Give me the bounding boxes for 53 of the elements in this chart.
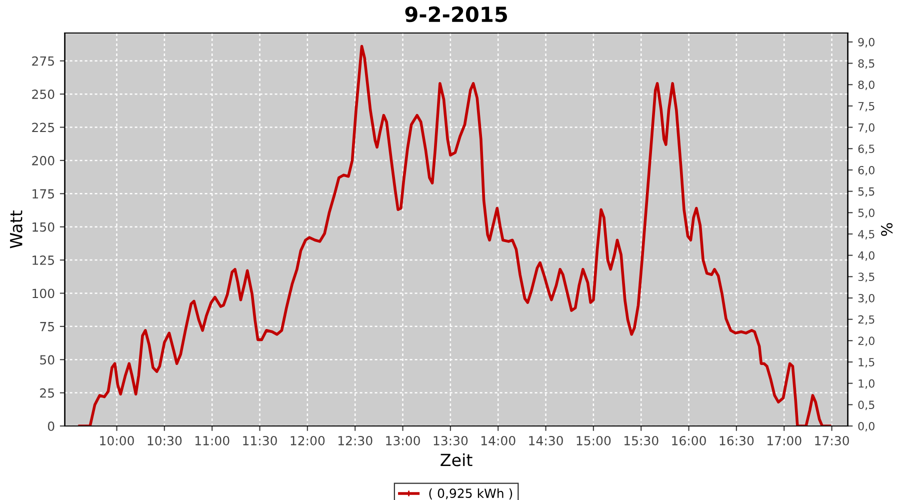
y-tick-label: 50 bbox=[40, 355, 54, 365]
y-tick-label: 275 bbox=[32, 56, 54, 66]
x-tick-label: 16:00 bbox=[672, 436, 706, 446]
x-tick-label: 12:30 bbox=[338, 436, 372, 446]
y-tick-label: 250 bbox=[32, 90, 54, 99]
y2-tick-label: 4,0 bbox=[858, 251, 874, 261]
y2-tick-label: 8,5 bbox=[858, 59, 874, 69]
legend-label: ( 0,925 kWh ) bbox=[429, 488, 512, 500]
x-tick-label: 11:00 bbox=[195, 436, 230, 446]
y2-tick-label: 5,5 bbox=[858, 187, 874, 197]
x-tick-label: 14:30 bbox=[529, 436, 563, 446]
y2-tick-label: 6,0 bbox=[858, 166, 874, 176]
y-tick-label: 25 bbox=[40, 388, 54, 398]
x-tick-label: 15:00 bbox=[576, 436, 611, 446]
x-tick-label: 17:30 bbox=[815, 436, 849, 446]
y2-tick-label: 4,5 bbox=[858, 230, 874, 240]
x-tick-label: 12:00 bbox=[290, 436, 325, 446]
y2-tick-label: 0,0 bbox=[858, 422, 874, 432]
y2-tick-label: 8,0 bbox=[858, 80, 874, 90]
line-series bbox=[78, 44, 832, 426]
y2-tick-label: 6,5 bbox=[858, 144, 874, 154]
y2-axis-title: % bbox=[881, 223, 893, 236]
y-tick-label: 0 bbox=[48, 421, 54, 431]
x-tick-label: 10:00 bbox=[100, 436, 134, 446]
y2-tick-label: 2,0 bbox=[858, 336, 874, 346]
x-tick-label: 13:00 bbox=[386, 436, 420, 446]
y-tick-label: 75 bbox=[40, 322, 54, 332]
y2-tick-label: 3,0 bbox=[858, 294, 874, 304]
x-tick-label: 17:00 bbox=[767, 436, 802, 446]
x-tick-label: 16:30 bbox=[720, 436, 754, 446]
y2-tick-label: 0,5 bbox=[858, 400, 874, 410]
y2-tick-label: 7,0 bbox=[858, 123, 874, 133]
y-tick-label: 225 bbox=[32, 122, 54, 132]
x-tick-label: 14:00 bbox=[481, 436, 516, 446]
y-axis-title: Watt bbox=[10, 210, 22, 248]
y2-tick-label: 2,5 bbox=[858, 315, 874, 325]
y2-tick-label: 5,0 bbox=[858, 208, 874, 218]
x-axis-title: Zeit bbox=[440, 453, 472, 466]
x-tick-label: 15:30 bbox=[624, 436, 658, 446]
y-tick-label: 175 bbox=[32, 189, 54, 199]
y2-tick-label: 9,0 bbox=[858, 38, 874, 48]
y2-tick-label: 7,5 bbox=[858, 102, 874, 112]
y2-tick-label: 3,5 bbox=[858, 272, 874, 282]
x-tick-label: 13:30 bbox=[434, 436, 468, 446]
x-tick-label: 11:30 bbox=[243, 436, 277, 446]
chart-title: 9-2-2015 bbox=[405, 6, 507, 22]
y-tick-label: 100 bbox=[32, 288, 54, 298]
x-tick-label: 10:30 bbox=[148, 436, 182, 446]
y-tick-label: 150 bbox=[32, 222, 54, 232]
y-tick-label: 125 bbox=[32, 256, 54, 265]
y2-tick-label: 1,5 bbox=[858, 358, 874, 368]
y-tick-label: 200 bbox=[32, 156, 54, 166]
y2-tick-label: 1,0 bbox=[858, 379, 874, 389]
